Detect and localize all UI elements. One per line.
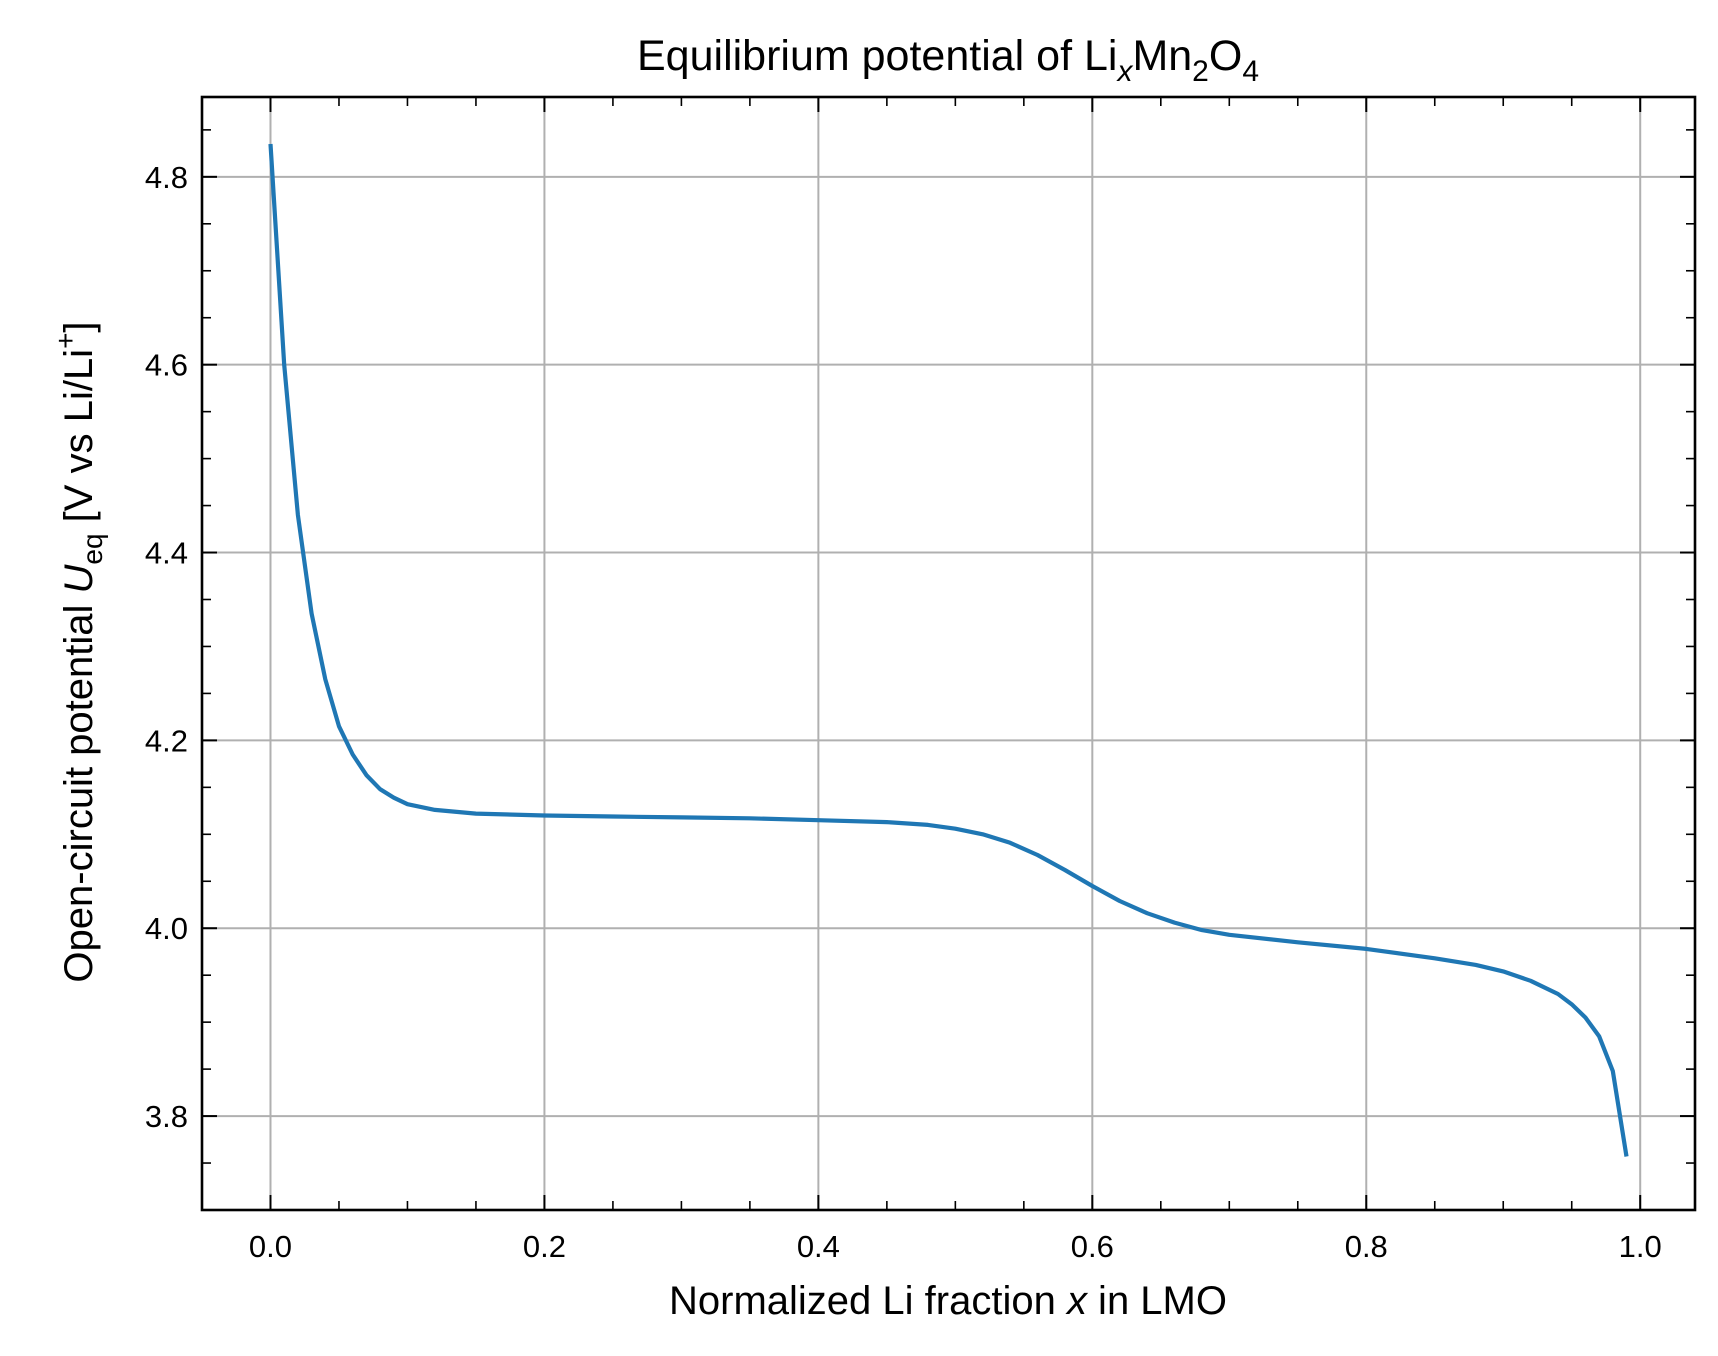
y-tick-label: 4.4 — [145, 536, 188, 571]
x-tick-label: 0.4 — [797, 1229, 840, 1264]
tick-labels: 0.0 0.2 0.4 0.6 0.8 1.0 3.8 4.0 4.2 4.4 4.6 4.8 — [145, 160, 1662, 1264]
chart-title: Equilibrium potential of LixMn2O4 — [637, 32, 1259, 88]
axis-ticks — [201, 97, 1695, 1211]
x-tick-label: 0.8 — [1345, 1229, 1388, 1264]
x-tick-label: 0.2 — [523, 1229, 566, 1264]
title-o: O — [1209, 32, 1242, 80]
xlabel-suffix: in LMO — [1087, 1279, 1227, 1323]
grid — [202, 97, 1695, 1210]
xlabel-prefix: Normalized Li fraction — [669, 1279, 1067, 1323]
series-layer — [268, 143, 1629, 1157]
ylabel-sub: eq — [77, 533, 108, 564]
ylabel-var: U — [57, 563, 101, 593]
axes-frame — [200, 95, 1697, 1212]
title-sub-2: 2 — [1192, 55, 1209, 88]
x-tick-label: 1.0 — [1619, 1229, 1662, 1264]
potential-curve-line — [268, 143, 1629, 1157]
x-tick-label: 0.6 — [1071, 1229, 1114, 1264]
xlabel-var: x — [1065, 1279, 1089, 1323]
title-sub-x: x — [1115, 55, 1133, 88]
y-tick-label: 3.8 — [145, 1099, 188, 1134]
x-axis-label: Normalized Li fraction x in LMO — [669, 1279, 1227, 1323]
x-tick-label: 0.0 — [249, 1229, 292, 1264]
y-axis-label: Open-circuit potential Ueq [V vs Li/Li+] — [50, 321, 108, 982]
title-sub-4: 4 — [1242, 55, 1259, 88]
y-tick-label: 4.2 — [145, 723, 188, 758]
title-prefix: Equilibrium potential of Li — [637, 32, 1117, 80]
y-tick-label: 4.6 — [145, 348, 188, 383]
title-mn: Mn — [1132, 32, 1192, 80]
y-tick-label: 4.8 — [145, 160, 188, 195]
ylabel-mid: [V vs Li/Li — [57, 349, 101, 534]
ylabel-sup: + — [50, 333, 81, 349]
ylabel-prefix: Open-circuit potential — [57, 593, 101, 982]
y-tick-label: 4.0 — [145, 911, 188, 946]
ylabel-suffix: ] — [57, 321, 101, 332]
